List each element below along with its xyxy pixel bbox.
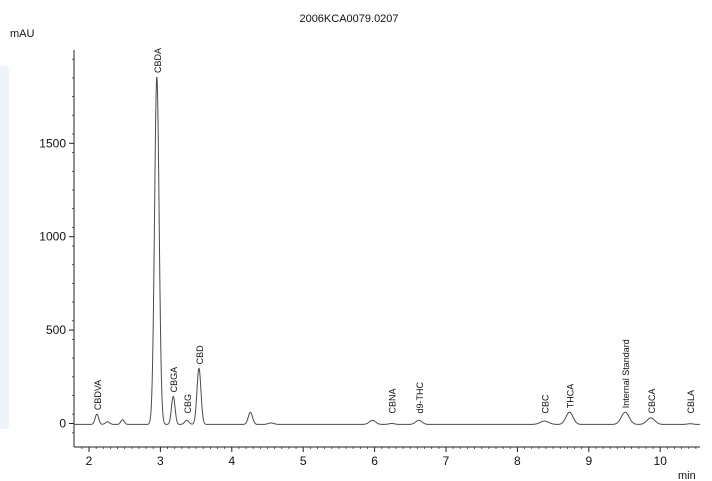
trace-layer: [74, 76, 700, 425]
x-tick-label: 2: [86, 454, 93, 468]
peak-label: CBC: [541, 394, 551, 414]
peak-labels: CBDVA CBDA CBGA CBG CBD CBNA d9-THC CBC THCA Inte…: [93, 48, 696, 414]
x-tick-label: 3: [157, 454, 164, 468]
x-tick-label: 9: [585, 454, 592, 468]
peak-label: CBDVA: [93, 380, 103, 410]
peak-label: CBNA: [388, 388, 398, 413]
peak-label: CBDA: [153, 48, 163, 73]
peak-label: THCA: [566, 384, 576, 409]
chromatogram-trace: [74, 76, 700, 425]
x-tick-label: 6: [371, 454, 378, 468]
x-tick-label: 4: [228, 454, 235, 468]
peak-label: CBCA: [647, 388, 657, 413]
y-tick-label: 1000: [39, 230, 66, 244]
y-tick-label: 0: [59, 417, 66, 431]
x-tick-label: 8: [514, 454, 521, 468]
y-axis-label: mAU: [10, 28, 35, 40]
peak-label: Internal Standard: [621, 339, 631, 408]
x-axis-label: min: [678, 470, 696, 481]
peak-label: CBD: [195, 345, 205, 365]
y-tick-label: 500: [46, 323, 66, 337]
x-tick-label: 7: [443, 454, 450, 468]
y-tick-label: 1500: [39, 136, 66, 150]
peak-label: CBGA: [169, 367, 179, 393]
peak-label: CBG: [183, 394, 193, 414]
x-tick-label: 10: [654, 454, 668, 468]
peak-label: CBLA: [686, 390, 696, 414]
chart-title: 2006KCA0079.0207: [299, 13, 398, 25]
side-panel: [0, 66, 9, 429]
axes: 2 3 4 5 6 7 8 9 10 0 500 1000 1500: [39, 50, 700, 468]
peak-label: d9-THC: [415, 381, 425, 413]
x-tick-label: 5: [300, 454, 307, 468]
